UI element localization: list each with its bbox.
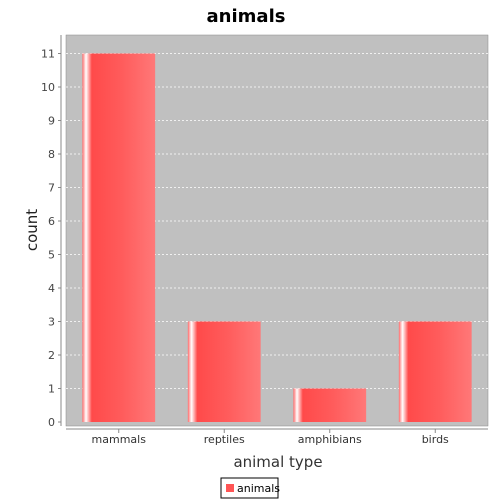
x-tick-label: mammals [92, 433, 147, 446]
legend: animals [220, 477, 280, 499]
bar-birds [398, 321, 472, 422]
bar-mammals [82, 53, 156, 422]
bar-amphibians [293, 388, 367, 422]
x-tick-label: reptiles [204, 433, 245, 446]
y-tick-label: 8 [48, 148, 55, 161]
bars [82, 53, 472, 422]
y-tick-label: 5 [48, 249, 55, 262]
x-tick-label: birds [422, 433, 449, 446]
y-tick-label: 4 [48, 282, 55, 295]
y-tick-label: 9 [48, 115, 55, 128]
y-tick-label: 3 [48, 316, 55, 329]
y-tick-label: 1 [48, 383, 55, 396]
y-tick-label: 6 [48, 215, 55, 228]
y-tick-label: 0 [48, 416, 55, 429]
chart-title: animals [207, 6, 286, 27]
legend-label: animals [237, 482, 280, 495]
y-tick-label: 11 [41, 48, 55, 61]
x-axis-label: animal type [233, 453, 322, 471]
y-tick-label: 7 [48, 182, 55, 195]
y-tick-label: 10 [41, 81, 55, 94]
legend-swatch [226, 484, 234, 492]
legend-box [220, 477, 279, 499]
y-tick-label: 2 [48, 349, 55, 362]
y-axis-ticks: 0 1 2 3 4 5 6 7 8 9 10 11 [41, 48, 61, 429]
x-axis-ticks: mammals reptiles amphibians birds [92, 429, 449, 446]
x-tick-label: amphibians [298, 433, 362, 446]
bar-reptiles [187, 321, 261, 422]
y-axis-label: count [23, 209, 41, 251]
